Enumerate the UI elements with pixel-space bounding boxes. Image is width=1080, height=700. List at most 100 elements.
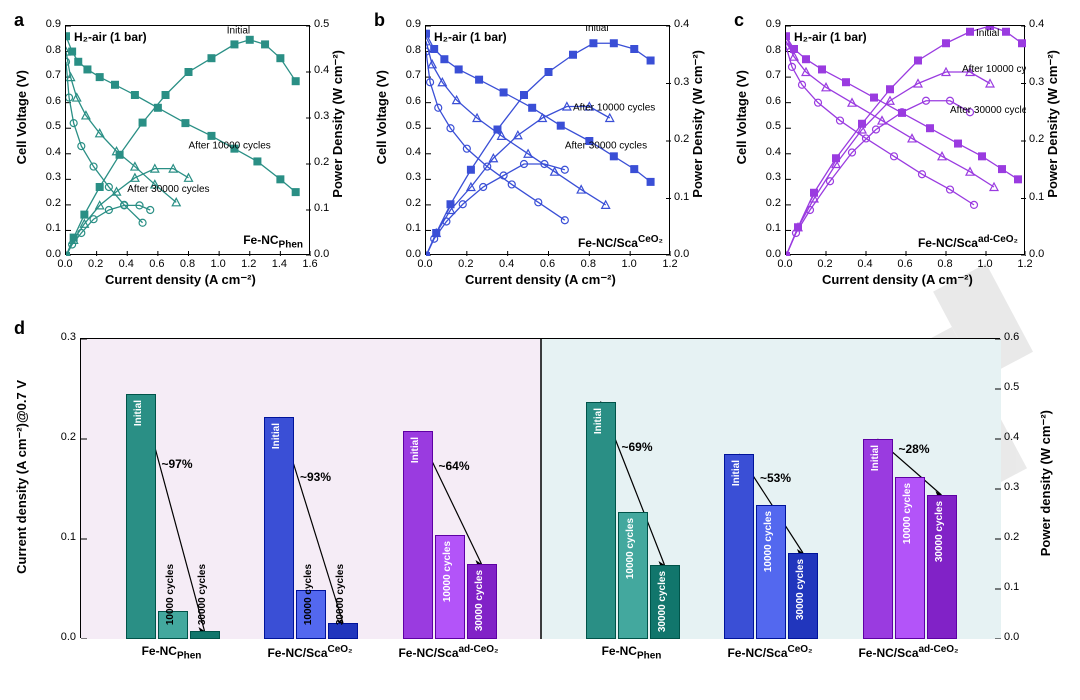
decay-pct: ~97% (162, 457, 193, 471)
svg-text:After 10000 cycles: After 10000 cycles (573, 102, 655, 113)
bar-cycle-label: 30000 cycles (657, 571, 668, 632)
xgroup-label: Fe-NC/ScaCeO₂ (710, 644, 830, 660)
condition-b: H₂-air (1 bar) (434, 30, 507, 44)
condition-c: H₂-air (1 bar) (794, 30, 867, 44)
xtick: 1.2 (239, 258, 259, 270)
bar-cycle-label: Initial (133, 400, 144, 426)
svg-text:After 30000 cycles: After 30000 cycles (950, 105, 1026, 116)
ylabel-left-d: Current density (A cm⁻²)@0.7 V (14, 380, 29, 574)
yltick: 0.9 (397, 18, 421, 30)
yltick: 0.2 (757, 197, 781, 209)
yltick: 0.9 (757, 18, 781, 30)
yltick: 0.4 (37, 146, 61, 158)
xtick: 1.0 (975, 258, 995, 270)
yltick: 0.3 (757, 171, 781, 183)
yltick: 0.1 (397, 222, 421, 234)
bar-cycle-label: Initial (410, 437, 421, 463)
ylabel-right-d: Power density (W cm⁻²) (1038, 410, 1053, 556)
yltick: 0.6 (397, 95, 421, 107)
yltick: 0.2 (37, 197, 61, 209)
yrtick-d: 0.0 (1004, 631, 1019, 643)
bar-cycle-label: 10000 cycles (763, 511, 774, 572)
yrtick: 0.1 (674, 191, 689, 203)
xtick: 0.8 (178, 258, 198, 270)
yltick: 0.8 (397, 44, 421, 56)
figure: a InitialAfter 10000 cyclesAfter 30000 c… (0, 0, 1080, 700)
yrtick: 0.0 (314, 248, 329, 260)
decay-pct: ~53% (760, 471, 791, 485)
yltick: 0.0 (37, 248, 61, 260)
xtick: 1.0 (208, 258, 228, 270)
xgroup-label: Fe-NC/Scaad-CeO₂ (389, 644, 509, 660)
ylabel-right-a: Power Density (W cm⁻²) (330, 50, 345, 198)
bar-cycle-label: 30000 cycles (795, 559, 806, 620)
xgroup-label: Fe-NCPhen (112, 644, 232, 661)
svg-text:Initial: Initial (976, 28, 999, 39)
yltick: 0.1 (757, 222, 781, 234)
chart-b: InitialAfter 10000 cyclesAfter 30000 cyc… (425, 25, 670, 255)
yltick: 0.4 (397, 146, 421, 158)
xtick: 0.4 (497, 258, 517, 270)
bar (586, 402, 616, 640)
xtick: 0.6 (538, 258, 558, 270)
yltick: 0.8 (757, 44, 781, 56)
xlabel-b: Current density (A cm⁻²) (465, 272, 616, 288)
condition-a: H₂-air (1 bar) (74, 30, 147, 44)
yltick: 0.0 (757, 248, 781, 260)
bar-cycle-label: 10000 cycles (165, 564, 176, 625)
yltick: 0.6 (757, 95, 781, 107)
decay-pct: ~28% (899, 442, 930, 456)
yltick: 0.8 (37, 44, 61, 56)
xgroup-label: Fe-NC/ScaCeO₂ (250, 644, 370, 660)
panel-b: b InitialAfter 10000 cyclesAfter 30000 c… (370, 10, 720, 310)
bar-cycle-label: Initial (271, 423, 282, 449)
chart-d: Initial 10000 cycles 30000 cycles ~97% Initi… (80, 338, 1000, 638)
yrtick: 0.1 (1029, 191, 1044, 203)
xtick: 0.6 (147, 258, 167, 270)
yltick-d: 0.3 (50, 331, 76, 343)
yrtick: 0.4 (1029, 18, 1044, 30)
panel-label-a: a (14, 10, 24, 31)
panel-d: d Initial10000 cycles30000 cycles~97%Ini… (10, 320, 1070, 690)
sample-a: Fe-NCPhen (243, 233, 303, 250)
yltick: 0.3 (397, 171, 421, 183)
bar-cycle-label: Initial (731, 460, 742, 486)
ylabel-right-b: Power Density (W cm⁻²) (690, 50, 705, 198)
xtick: 0.8 (935, 258, 955, 270)
yrtick-d: 0.2 (1004, 531, 1019, 543)
xtick: 1.0 (619, 258, 639, 270)
bar-cycle-label: 30000 cycles (197, 564, 208, 625)
xtick: 1.4 (269, 258, 289, 270)
decay-pct: ~93% (300, 470, 331, 484)
panel-label-d: d (14, 318, 25, 339)
bar (328, 623, 358, 639)
yltick: 0.3 (37, 171, 61, 183)
yrtick: 0.2 (674, 133, 689, 145)
yltick: 0.5 (37, 120, 61, 132)
yltick: 0.2 (397, 197, 421, 209)
xgroup-label: Fe-NC/Scaad-CeO₂ (849, 644, 969, 660)
bar (190, 631, 220, 639)
bars-d: Initial 10000 cycles 30000 cycles ~97% Initi… (81, 339, 1001, 639)
ylabel-left-c: Cell Voltage (V) (734, 70, 749, 164)
bar-cycle-label: Initial (593, 408, 604, 434)
svg-text:After 10000 cycles: After 10000 cycles (962, 64, 1026, 75)
decay-pct: ~69% (622, 440, 653, 454)
yrtick: 0.4 (674, 18, 689, 30)
yltick: 0.0 (397, 248, 421, 260)
ylabel-left-b: Cell Voltage (V) (374, 70, 389, 164)
xtick: 0.8 (578, 258, 598, 270)
bar-cycle-label: 10000 cycles (902, 483, 913, 544)
yltick-d: 0.1 (50, 531, 76, 543)
bar-cycle-label: 10000 cycles (625, 518, 636, 579)
bar-cycle-label: Initial (870, 445, 881, 471)
bar-cycle-label: 10000 cycles (303, 564, 314, 625)
bar (264, 417, 294, 639)
svg-text:Initial: Initial (227, 26, 250, 37)
yltick: 0.4 (757, 146, 781, 158)
bar-cycle-label: 30000 cycles (474, 570, 485, 631)
ylabel-right-c: Power Density (W cm⁻²) (1045, 50, 1060, 198)
yrtick-d: 0.3 (1004, 481, 1019, 493)
yltick-d: 0.2 (50, 431, 76, 443)
yrtick: 0.3 (314, 110, 329, 122)
